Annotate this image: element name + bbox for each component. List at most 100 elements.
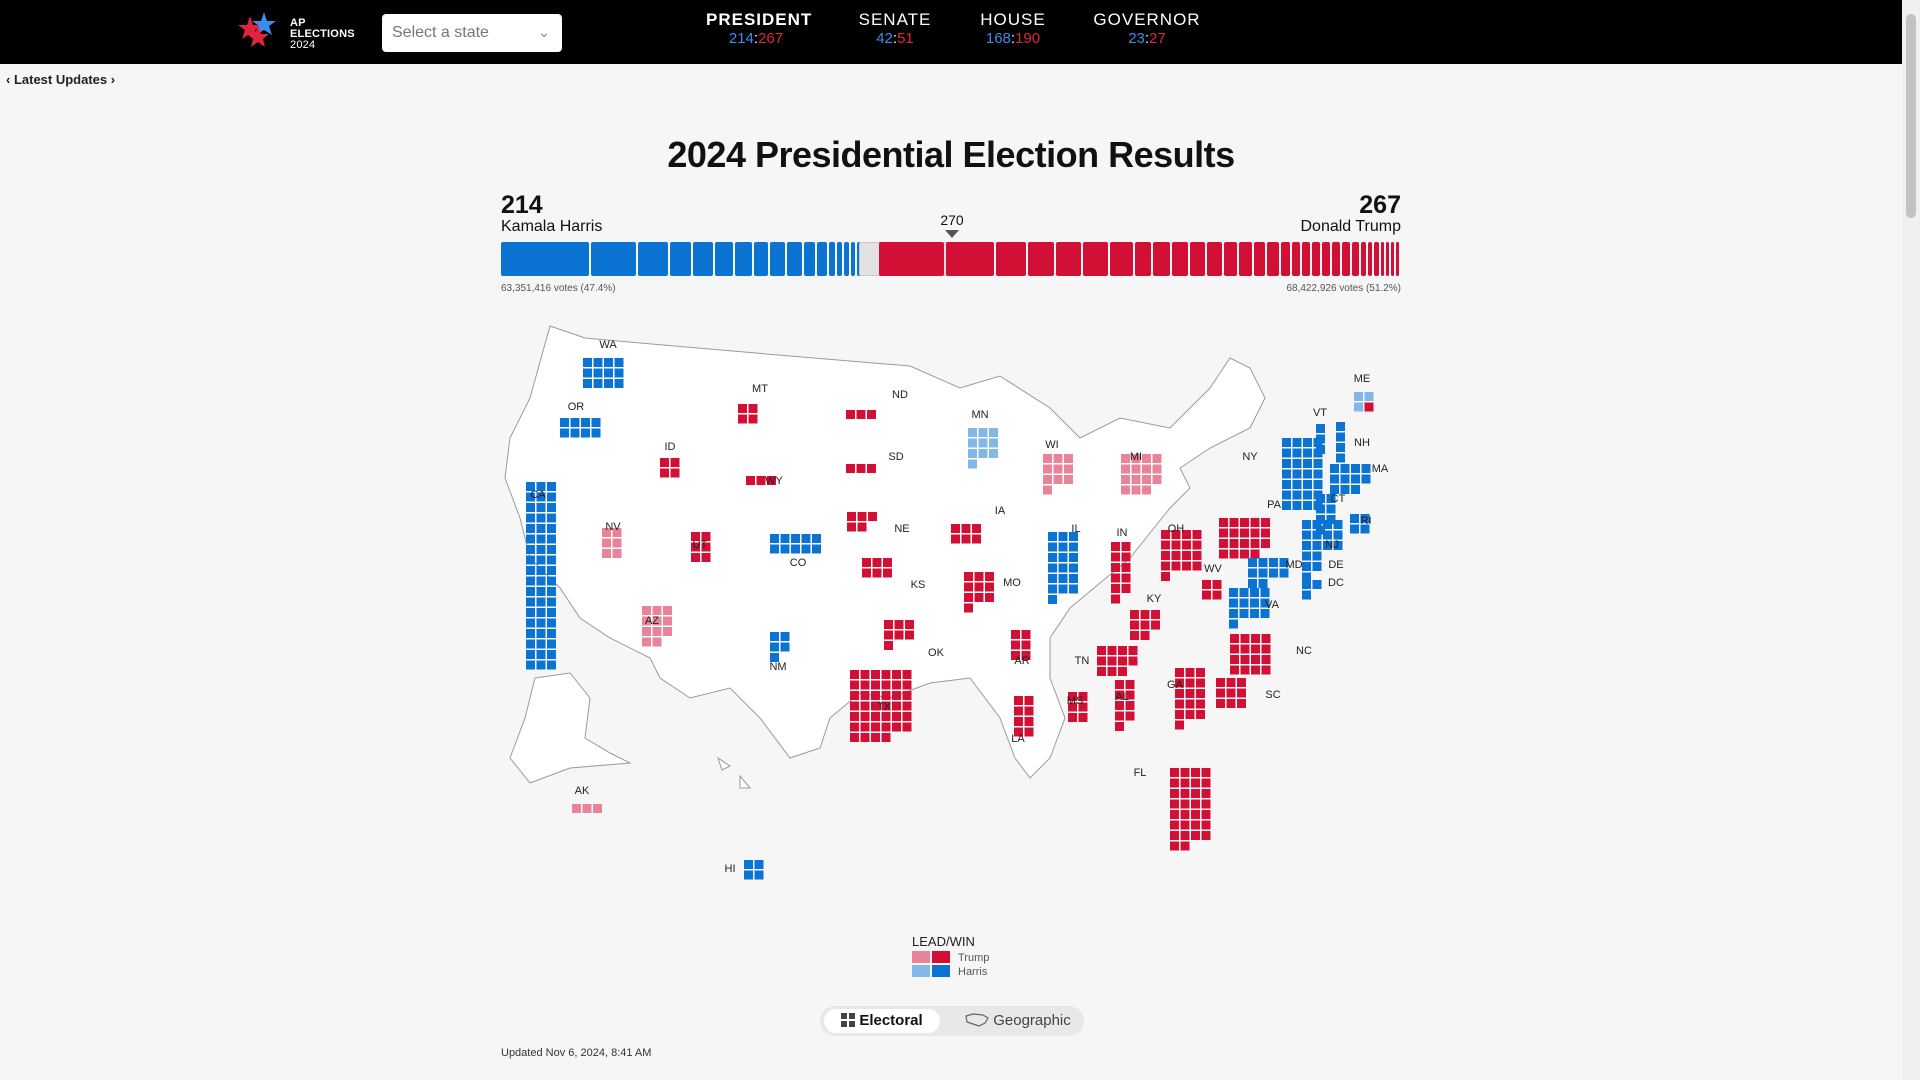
state-or[interactable]: OR — [560, 401, 601, 438]
state-in[interactable]: IN — [1111, 527, 1131, 604]
state-wy[interactable]: WY — [746, 475, 784, 487]
ev-bar-segment-nj[interactable] — [669, 242, 692, 276]
state-id[interactable]: ID — [660, 441, 680, 478]
ev-bar-segment-wi[interactable] — [1190, 242, 1205, 276]
state-ar[interactable]: AR — [1011, 630, 1031, 667]
state-ct[interactable]: CT — [1316, 493, 1346, 535]
ev-bar-segment-va[interactable] — [693, 242, 714, 276]
ev-bar-segment-ga[interactable] — [1083, 242, 1108, 276]
state-ri[interactable]: RI — [1350, 514, 1372, 534]
state-va[interactable]: VA — [1229, 588, 1280, 629]
state-ne[interactable]: NE — [847, 512, 910, 535]
ev-bar-segment-fl[interactable] — [945, 242, 995, 276]
race-tab-president[interactable]: PRESIDENT 214:267 — [706, 10, 813, 47]
ev-bar-segment-tx[interactable] — [879, 242, 944, 276]
state-ms[interactable]: MS — [1067, 692, 1088, 722]
ev-bar-segment-nv[interactable] — [1342, 242, 1351, 276]
state-me[interactable]: ME — [1354, 373, 1374, 412]
state-select-dropdown[interactable]: Select a state ⌄ — [382, 14, 562, 52]
ev-bar-segment-ky[interactable] — [1253, 242, 1266, 276]
ev-bar-segment-nm[interactable] — [828, 242, 836, 276]
state-sc[interactable]: SC — [1216, 678, 1281, 708]
ev-bar-segment-wy[interactable] — [1395, 242, 1399, 276]
ev-bar-segment-sd[interactable] — [1385, 242, 1389, 276]
ev-bar-segment-ca[interactable] — [501, 242, 590, 276]
ev-bar-segment-ia[interactable] — [1312, 242, 1321, 276]
race-tab-house[interactable]: HOUSE 168:190 — [968, 10, 1058, 48]
state-mt[interactable]: MT — [738, 383, 768, 424]
state-oh[interactable]: OH — [1161, 523, 1202, 581]
ev-bar-segment-mo[interactable] — [1206, 242, 1222, 276]
ev-bar-segment-mi[interactable] — [1109, 242, 1133, 276]
ev-bar-segment-tn[interactable] — [1135, 242, 1152, 276]
scrollbar-thumb[interactable] — [1906, 14, 1916, 218]
ev-bar-segment-nh[interactable] — [843, 242, 849, 276]
ev-bar-segment-pa[interactable] — [996, 242, 1026, 276]
state-de[interactable]: DE — [1302, 559, 1344, 582]
ev-bar-segment-ri[interactable] — [837, 242, 842, 276]
ev-bar-segment-mt[interactable] — [1367, 242, 1373, 276]
ev-bar-segment-la[interactable] — [1267, 242, 1279, 276]
ev-bar-segment-ut[interactable] — [1332, 242, 1341, 276]
latest-updates-link[interactable]: ‹ Latest Updates › — [6, 72, 116, 87]
ev-bar-segment-ok[interactable] — [1280, 242, 1291, 276]
ev-bar-segment-oh[interactable] — [1027, 242, 1055, 276]
state-md[interactable]: MD — [1248, 558, 1303, 588]
state-ut[interactable]: UT — [691, 532, 711, 562]
state-ca[interactable]: CA — [526, 482, 556, 670]
ev-bar-segment-in[interactable] — [1153, 242, 1170, 276]
ev-bar-segment-ar[interactable] — [1302, 242, 1311, 276]
ev-bar-segment-mn[interactable] — [770, 242, 786, 276]
state-az[interactable]: AZ — [642, 606, 672, 647]
ev-bar-segment-nd[interactable] — [1390, 242, 1394, 276]
ev-bar-segment-al[interactable] — [1238, 242, 1252, 276]
state-hi[interactable]: HI — [725, 860, 764, 880]
state-mi[interactable]: MI — [1121, 451, 1162, 495]
ev-bar-segment-ms[interactable] — [1292, 242, 1301, 276]
state-fl[interactable]: FL — [1134, 767, 1211, 851]
race-tab-governor[interactable]: GOVERNOR 23:27 — [1093, 10, 1201, 47]
state-ok[interactable]: OK — [884, 620, 945, 659]
geographic-view-button[interactable]: Geographic — [958, 1009, 1078, 1033]
state-nd[interactable]: ND — [846, 389, 908, 419]
state-ak[interactable]: AK — [572, 785, 602, 813]
state-ks[interactable]: KS — [862, 558, 925, 591]
state-ky[interactable]: KY — [1130, 593, 1162, 640]
ev-bar-segment-ny[interactable] — [591, 242, 637, 276]
ap-elections-logo[interactable]: AP ELECTIONS 2024 — [234, 12, 355, 52]
ev-bar-segment-me[interactable] — [850, 242, 856, 276]
state-il[interactable]: IL — [1048, 523, 1081, 604]
ev-bar-segment-ma[interactable] — [735, 242, 752, 276]
ev-bar-segment-wv[interactable] — [1360, 242, 1366, 276]
state-ga[interactable]: GA — [1167, 668, 1205, 730]
ev-bar-segment-sc[interactable] — [1223, 242, 1237, 276]
ev-bar-segment-il[interactable] — [638, 242, 668, 276]
state-mo[interactable]: MO — [964, 572, 1021, 613]
state-wv[interactable]: WV — [1202, 563, 1223, 600]
ev-bar-segment-nc[interactable] — [1056, 242, 1082, 276]
state-mn[interactable]: MN — [968, 409, 998, 469]
race-tab-senate[interactable]: SENATE 42:51 — [850, 10, 940, 48]
state-ma[interactable]: MA — [1330, 463, 1389, 494]
state-la[interactable]: LA — [1011, 696, 1034, 745]
ev-bar-segment-id[interactable] — [1374, 242, 1379, 276]
state-co[interactable]: CO — [770, 534, 821, 569]
state-tn[interactable]: TN — [1075, 646, 1138, 676]
state-vt[interactable]: VT — [1313, 407, 1327, 454]
page-scrollbar[interactable] — [1902, 0, 1920, 1080]
state-tx[interactable]: TX — [850, 670, 912, 742]
ev-bar-segment-ks[interactable] — [1322, 242, 1331, 276]
state-nc[interactable]: NC — [1230, 634, 1312, 675]
state-pa[interactable]: PA — [1219, 499, 1282, 559]
state-ia[interactable]: IA — [951, 505, 1006, 544]
ev-bar-segment-or[interactable] — [803, 242, 816, 276]
state-wa[interactable]: WA — [583, 339, 624, 388]
ev-bar-segment-wa[interactable] — [715, 242, 734, 276]
electoral-view-button[interactable]: Electoral — [824, 1009, 940, 1033]
state-al[interactable]: AL — [1115, 680, 1135, 731]
state-nm[interactable]: NM — [769, 632, 790, 673]
state-nh[interactable]: NH — [1336, 422, 1370, 463]
ev-bar-segment-ne[interactable] — [1352, 242, 1359, 276]
ev-bar-segment-ct[interactable] — [817, 242, 827, 276]
state-nv[interactable]: NV — [602, 521, 622, 558]
